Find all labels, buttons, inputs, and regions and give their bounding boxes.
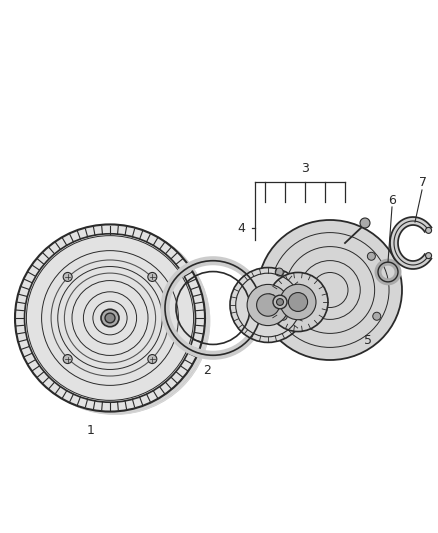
Ellipse shape (19, 227, 209, 414)
Text: 6: 6 (388, 193, 396, 206)
Circle shape (373, 312, 381, 320)
Circle shape (148, 354, 157, 364)
Ellipse shape (288, 293, 307, 311)
Ellipse shape (247, 285, 289, 326)
Circle shape (426, 253, 431, 259)
Ellipse shape (16, 224, 206, 411)
Text: 5: 5 (364, 334, 372, 346)
Circle shape (63, 272, 72, 281)
Text: 1: 1 (87, 424, 95, 437)
Circle shape (367, 252, 375, 260)
Ellipse shape (268, 272, 328, 332)
Ellipse shape (18, 227, 208, 414)
Text: 4: 4 (237, 222, 245, 235)
Ellipse shape (105, 313, 115, 323)
Ellipse shape (15, 224, 205, 411)
Ellipse shape (17, 225, 207, 413)
Ellipse shape (101, 309, 119, 327)
Ellipse shape (280, 284, 316, 320)
Text: 2: 2 (203, 364, 211, 376)
Ellipse shape (276, 298, 283, 305)
Text: 3: 3 (301, 161, 309, 174)
Circle shape (275, 268, 283, 276)
Ellipse shape (230, 268, 306, 342)
Circle shape (426, 228, 431, 233)
Circle shape (63, 354, 72, 364)
Circle shape (360, 218, 370, 228)
Ellipse shape (258, 220, 402, 360)
Circle shape (148, 272, 157, 281)
Ellipse shape (20, 228, 210, 415)
Circle shape (279, 312, 287, 320)
Ellipse shape (273, 295, 287, 309)
Ellipse shape (257, 294, 279, 316)
Text: 7: 7 (419, 176, 427, 190)
